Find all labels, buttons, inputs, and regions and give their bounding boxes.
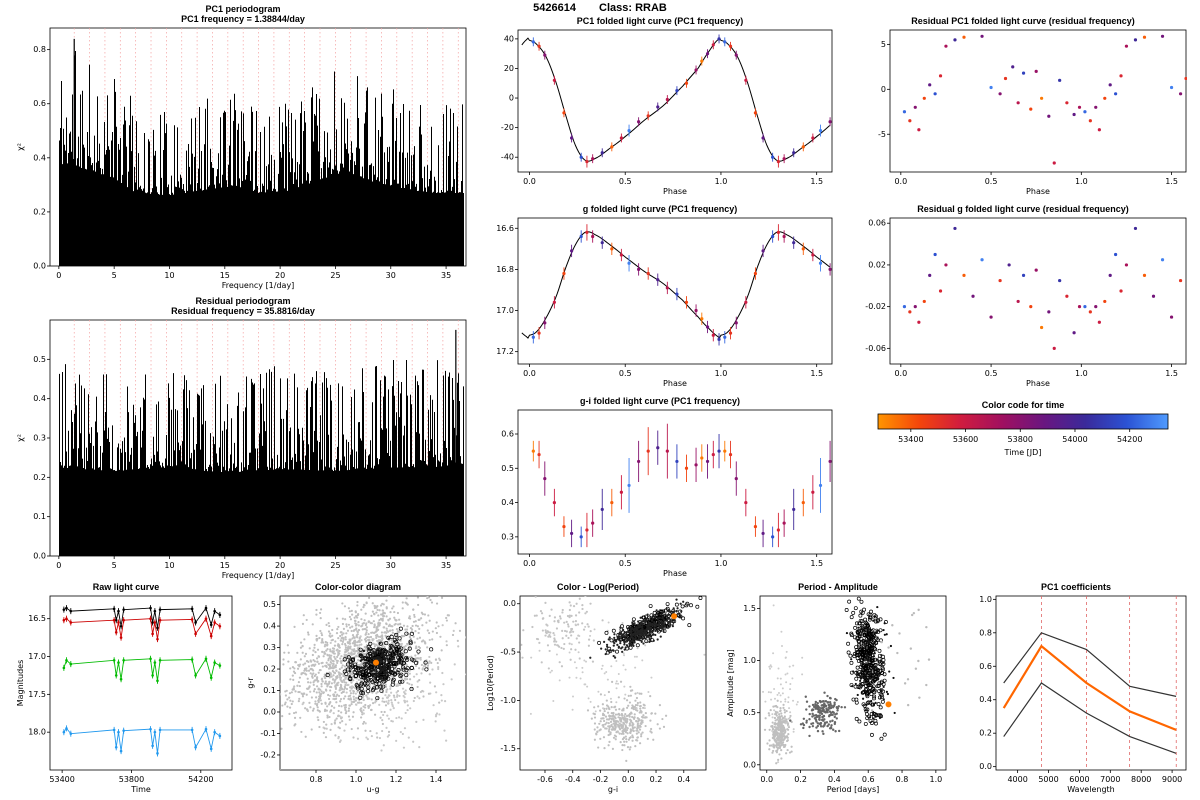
panel-residual-periodogram: Residual periodogram Residual frequency … — [14, 296, 472, 582]
residual-pc1-folded-plot — [854, 26, 1192, 198]
g-folded-plot — [482, 214, 838, 390]
residual-pc1-folded-title: Residual PC1 folded light curve (residua… — [911, 16, 1135, 26]
pc1-coefficients-title: PC1 coefficients — [1040, 582, 1112, 592]
period-amplitude-plot — [724, 592, 952, 796]
pc1-folded-title: PC1 folded light curve (PC1 frequency) — [576, 16, 744, 26]
object-id: 5426614 — [533, 2, 576, 14]
panel-g-folded: g folded light curve (PC1 frequency) — [482, 204, 838, 390]
gi-folded-plot — [482, 406, 838, 580]
panel-gi-folded: g-i folded light curve (PC1 frequency) — [482, 396, 838, 580]
panel-residual-g-folded: Residual g folded light curve (residual … — [854, 204, 1192, 390]
class-label: Class: RRAB — [599, 2, 667, 14]
panel-pc1-folded: PC1 folded light curve (PC1 frequency) — [482, 16, 838, 198]
color-logperiod-title: Color - Log(Period) — [557, 582, 639, 592]
raw-light-curve-title: Raw light curve — [92, 582, 160, 592]
panel-residual-pc1-folded: Residual PC1 folded light curve (residua… — [854, 16, 1192, 198]
pc1-periodogram-plot — [14, 24, 472, 292]
panel-period-amplitude: Period - Amplitude — [724, 582, 952, 796]
panel-raw-light-curve: Raw light curve — [14, 582, 238, 796]
g-folded-title: g folded light curve (PC1 frequency) — [582, 204, 738, 214]
panel-color-logperiod: Color - Log(Period) — [484, 582, 712, 796]
gi-folded-title: g-i folded light curve (PC1 frequency) — [579, 396, 741, 406]
figure-header: 5426614 Class: RRAB — [0, 2, 1200, 14]
residual-periodogram-plot — [14, 316, 472, 582]
panel-pc1-coefficients: PC1 coefficients — [960, 582, 1192, 796]
residual-periodogram-title: Residual periodogram Residual frequency … — [171, 296, 315, 316]
pc1-folded-plot — [482, 26, 838, 198]
color-logperiod-plot — [484, 592, 712, 796]
panel-time-colorbar: Color code for time — [854, 400, 1192, 488]
residual-g-folded-title: Residual g folded light curve (residual … — [917, 204, 1129, 214]
pc1-periodogram-title: PC1 periodogram PC1 frequency = 1.38844/… — [181, 4, 305, 24]
period-amplitude-title: Period - Amplitude — [798, 582, 878, 592]
color-color-diagram-title: Color-color diagram — [314, 582, 401, 592]
color-color-diagram-plot — [244, 592, 472, 796]
time-colorbar-gradient — [854, 410, 1192, 488]
raw-light-curve-plot — [14, 592, 238, 796]
panel-pc1-periodogram: PC1 periodogram PC1 frequency = 1.38844/… — [14, 4, 472, 292]
time-colorbar-title: Color code for time — [981, 400, 1065, 410]
pc1-coefficients-plot — [960, 592, 1192, 796]
panel-color-color-diagram: Color-color diagram — [244, 582, 472, 796]
residual-g-folded-plot — [854, 214, 1192, 390]
